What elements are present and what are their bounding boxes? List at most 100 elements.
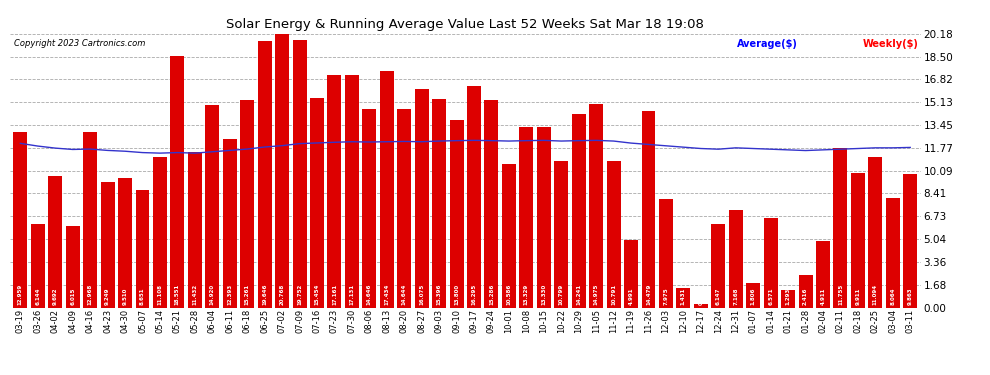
Text: 10.791: 10.791 [611,284,616,306]
Bar [763,218,777,308]
Text: 10.799: 10.799 [558,284,563,306]
Text: 20.768: 20.768 [279,284,284,306]
Text: 14.646: 14.646 [367,284,372,306]
Bar [449,120,463,308]
Bar [14,132,28,308]
Bar [397,109,411,308]
Text: 11.755: 11.755 [838,284,842,306]
Bar [433,99,446,308]
Text: 6.015: 6.015 [70,288,75,306]
Text: 12.393: 12.393 [228,284,233,306]
Bar [816,241,830,308]
Bar [101,182,115,308]
Bar [851,173,865,308]
Text: 4.991: 4.991 [629,288,634,306]
Bar [118,178,132,308]
Text: Copyright 2023 Cartronics.com: Copyright 2023 Cartronics.com [15,39,146,48]
Text: 10.586: 10.586 [507,284,512,306]
Text: 9.692: 9.692 [52,288,57,306]
Text: 12.968: 12.968 [88,284,93,306]
Text: 6.144: 6.144 [36,288,41,306]
Bar [153,157,167,308]
Bar [205,105,219,308]
Text: 15.286: 15.286 [489,284,494,306]
Text: 0.243: 0.243 [698,288,703,306]
Bar [642,111,655,308]
Bar [49,176,62,308]
Bar [746,283,760,308]
Text: 14.920: 14.920 [210,284,215,306]
Text: 1.431: 1.431 [681,288,686,306]
Text: 15.261: 15.261 [245,284,249,306]
Text: 1.293: 1.293 [786,288,791,306]
Text: 11.108: 11.108 [157,285,162,306]
Bar [694,304,708,307]
Text: 8.064: 8.064 [890,288,895,306]
Text: 11.432: 11.432 [192,284,197,306]
Bar [554,161,568,308]
Text: 17.131: 17.131 [349,284,354,306]
Text: 14.975: 14.975 [594,284,599,306]
Bar [589,104,603,308]
Text: 13.329: 13.329 [524,284,529,306]
Bar [188,152,202,308]
Text: 14.241: 14.241 [576,284,581,306]
Text: Average($): Average($) [737,39,798,49]
Text: 12.959: 12.959 [18,284,23,306]
Bar [310,98,324,308]
Bar [275,26,289,307]
Bar [502,164,516,308]
Text: 9.911: 9.911 [855,288,860,306]
Bar [293,39,307,308]
Text: 6.571: 6.571 [768,288,773,306]
Bar [83,132,97,308]
Text: 9.510: 9.510 [123,288,128,306]
Bar [484,100,498,308]
Bar [799,275,813,308]
Text: 13.800: 13.800 [454,284,459,306]
Bar [136,190,149,308]
Bar [712,224,726,308]
Text: 9.249: 9.249 [105,288,110,306]
Bar [729,210,742,308]
Text: 16.075: 16.075 [419,284,424,306]
Bar [380,71,394,308]
Bar [31,224,45,308]
Text: 11.094: 11.094 [873,284,878,306]
Text: 15.454: 15.454 [315,284,320,306]
Text: 14.644: 14.644 [402,284,407,306]
Text: 17.161: 17.161 [332,284,337,306]
Text: 4.911: 4.911 [821,288,826,306]
Bar [257,41,271,308]
Bar [781,290,795,308]
Text: 19.646: 19.646 [262,284,267,306]
Title: Solar Energy & Running Average Value Last 52 Weeks Sat Mar 18 19:08: Solar Energy & Running Average Value Las… [227,18,704,31]
Text: 9.863: 9.863 [908,288,913,306]
Bar [520,127,534,308]
Text: 16.295: 16.295 [471,284,476,306]
Text: 7.975: 7.975 [663,288,668,306]
Text: 8.651: 8.651 [140,288,145,306]
Text: 2.416: 2.416 [803,288,808,306]
Bar [676,288,690,308]
Bar [607,161,621,308]
Bar [659,200,673,308]
Text: 17.434: 17.434 [384,284,389,306]
Bar [241,100,254,308]
Text: 13.330: 13.330 [542,284,546,306]
Text: 15.396: 15.396 [437,284,442,306]
Text: 7.168: 7.168 [734,288,739,306]
Bar [328,75,342,308]
Text: Weekly($): Weekly($) [863,39,919,49]
Bar [415,89,429,308]
Bar [537,127,550,308]
Text: 1.806: 1.806 [750,288,755,306]
Bar [834,148,847,308]
Bar [223,140,237,308]
Bar [345,75,358,307]
Bar [903,174,917,308]
Bar [467,87,481,308]
Bar [868,157,882,308]
Bar [170,56,184,308]
Text: 14.479: 14.479 [646,284,651,306]
